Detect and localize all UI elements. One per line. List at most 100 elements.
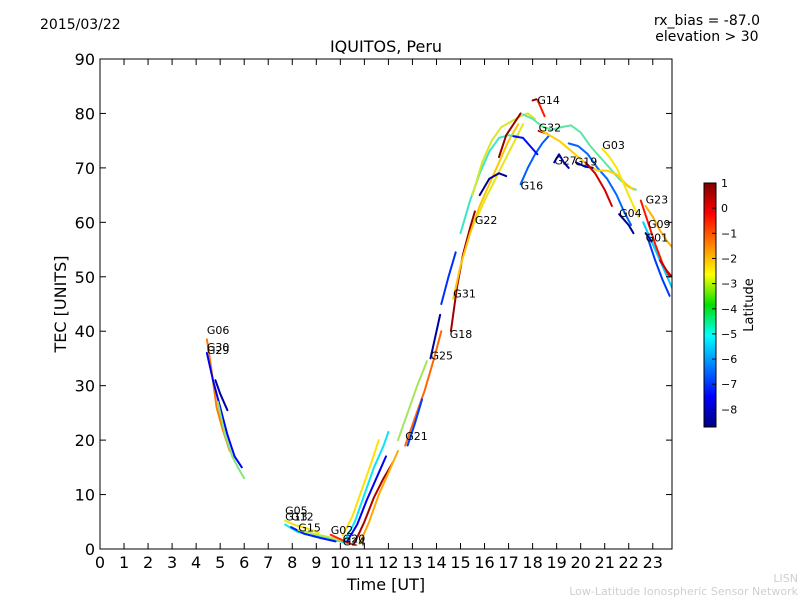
satellite-label: G12 [291,511,314,524]
chart-title: IQUITOS, Peru [329,37,443,56]
satellite-label: G01 [646,231,669,244]
satellite-label: G03 [602,139,625,152]
series-g32b [522,113,637,191]
series-g24 [346,455,387,542]
series-g15 [297,528,342,542]
series-g21b [397,360,428,442]
y-axis-label: TEC [UNITS] [51,256,70,354]
series-g03 [601,147,640,218]
colorbar-tick-label: −4 [721,303,737,316]
series-g21 [404,330,443,447]
satellite-label: G16 [521,180,544,193]
satellite-label: G15 [298,522,321,535]
series-g19c [584,161,613,207]
satellite-label: G04 [619,207,642,220]
satellite-label: G19 [575,156,598,169]
x-axis-label: Time [UT] [346,575,425,594]
series-g22 [473,123,524,224]
satellite-label: G24 [343,536,366,549]
x-tick-label: 18 [522,553,542,572]
colorbar-tick-label: −3 [721,278,737,291]
series-g04 [618,213,635,235]
colorbar-ticks: 1 0 −1 −2 −3 −4 −5 −6 −7 −8 [712,177,737,416]
series-g14b [531,98,538,102]
x-tick-label: 19 [546,553,566,572]
x-tick-label: 22 [619,553,639,572]
satellite-label: G20 [343,533,366,546]
satellite-label: G25 [431,350,454,363]
x-tick-label: 9 [311,553,321,572]
satellite-label: G30 [207,341,230,354]
credit-long: Low-Latitude Ionospheric Sensor Network [569,585,798,598]
series-g16b [519,134,551,186]
colorbar-tick-label: −2 [721,252,737,265]
x-tick-label: 3 [167,553,177,572]
series-layer [205,98,672,546]
series-g27b [553,153,570,169]
x-tick-label: 20 [570,553,590,572]
series-g31 [452,123,520,300]
satellite-label: G13 [285,511,308,524]
elevation-label: elevation > 30 [655,29,759,45]
satellite-label: G29 [207,344,230,357]
series-g22c [471,112,536,197]
x-tick-label: 16 [474,553,494,572]
y-tick-label: 70 [75,159,95,178]
series-g21c [406,398,424,447]
x-tick-label: 13 [402,553,422,572]
x-tick-label: 17 [498,553,518,572]
satellite-label: G23 [646,193,669,206]
satellite-label: G06 [207,324,230,337]
x-tick-label: 0 [95,553,105,572]
series-g30b [216,401,246,480]
satellite-label: G32 [539,121,562,134]
series-g25 [429,313,442,360]
series-g24b [353,460,395,544]
satellite-label: G05 [285,505,308,518]
date-label: 2015/03/22 [40,17,121,33]
series-g20b [344,430,390,542]
credit: LISN Low-Latitude Ionospheric Sensor Net… [569,572,798,598]
x-tick-label: 4 [191,553,201,572]
x-tick-label: 11 [354,553,374,572]
colorbar-tick-label: −7 [721,378,737,391]
satellite-label: G22 [475,214,498,227]
series-g05 [284,519,320,534]
satellite-label: G18 [450,328,473,341]
series-g01b [647,237,671,297]
series-g23b [659,259,672,278]
x-tick-label: 1 [119,553,129,572]
y-tick-label: 80 [75,104,95,123]
satellite-label: G02 [331,524,354,537]
series-g01 [644,232,653,243]
x-tick-label: 8 [287,553,297,572]
series-g29 [214,379,229,412]
colorbar-tick-label: 0 [721,202,728,215]
satellite-label: G31 [453,288,476,301]
y-tick-label: 0 [85,540,95,559]
colorbar-tick-label: −6 [721,353,737,366]
x-tick-label: 2 [143,553,153,572]
axes: 0 1 2 3 4 5 6 7 8 9 10 11 12 13 14 15 16 17 18 19 20 21 22 2301… [75,50,672,572]
y-tick-label: 10 [75,486,95,505]
x-tick-label: 23 [643,553,663,572]
x-tick-label: 10 [330,553,350,572]
series-g16 [478,172,508,197]
y-tick-label: 90 [75,50,95,69]
colorbar [703,182,717,428]
series-g27 [512,135,539,156]
x-tick-label: 12 [378,553,398,572]
rx-bias-info: rx_bias = -87.0 elevation > 30 [654,13,760,45]
colorbar-tick-label: −1 [721,227,737,240]
credit-short: LISN [773,572,798,585]
x-tick-label: 15 [450,553,470,572]
y-tick-label: 50 [75,268,95,287]
x-tick-label: 14 [426,553,446,572]
satellite-label: G27 [554,155,577,168]
series-g20 [341,439,380,537]
plot-frame [99,58,673,550]
series-g09 [644,205,672,248]
colorbar-tick-label: 1 [721,177,728,190]
series-g25b [440,251,457,305]
